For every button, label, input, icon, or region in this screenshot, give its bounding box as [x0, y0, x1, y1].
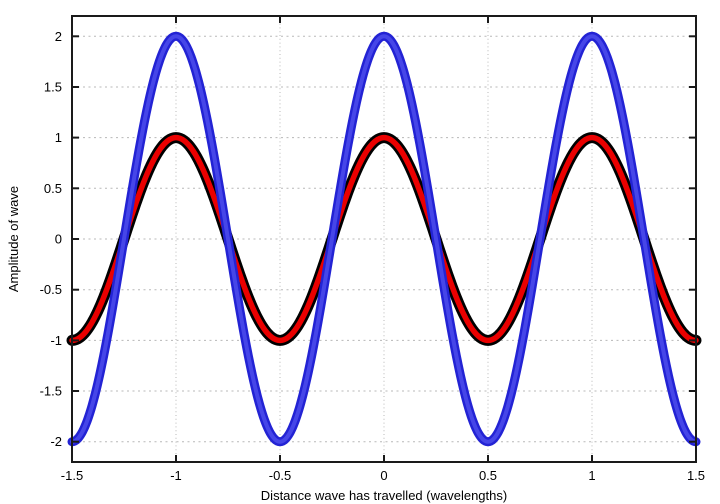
y-tick-label: -0.5 [40, 282, 62, 297]
tick-marks [71, 16, 697, 462]
x-tick-label: -0.5 [269, 468, 291, 483]
x-tick-label: 1.5 [687, 468, 705, 483]
y-tick-labels: -2 -1.5 -1 -0.5 0 0.5 1 1.5 2 [40, 29, 62, 449]
wave-curves [66, 31, 702, 447]
y-tick-label: 2 [55, 29, 62, 44]
y-tick-label: 1 [55, 130, 62, 145]
x-tick-label: 0 [380, 468, 387, 483]
y-tick-label: 1.5 [44, 79, 62, 94]
y-tick-label: 0.5 [44, 181, 62, 196]
x-tick-label: -1 [170, 468, 182, 483]
y-tick-label: -1 [50, 333, 62, 348]
x-tick-label: 0.5 [479, 468, 497, 483]
x-tick-label: -1.5 [61, 468, 83, 483]
superposition-highlight [70, 34, 698, 444]
y-tick-label: -1.5 [40, 384, 62, 399]
y-tick-label: -2 [50, 434, 62, 449]
x-tick-labels: -1.5 -1 -0.5 0 0.5 1 1.5 [61, 468, 705, 483]
x-tick-label: 1 [588, 468, 595, 483]
y-tick-label: 0 [55, 232, 62, 247]
plot-border [71, 15, 697, 463]
wave-2-curve [69, 134, 699, 344]
y-axis-title: Amplitude of wave [6, 186, 21, 292]
x-axis-title: Distance wave has travelled (wavelengths… [261, 488, 507, 503]
